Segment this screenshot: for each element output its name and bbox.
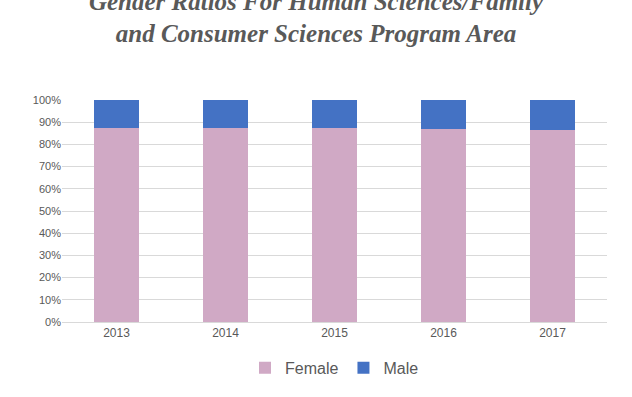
- svg-text:100%: 100%: [33, 94, 61, 106]
- svg-text:2015: 2015: [321, 326, 348, 340]
- svg-text:Male: Male: [383, 360, 418, 377]
- svg-text:30%: 30%: [39, 249, 61, 261]
- svg-text:2017: 2017: [539, 326, 566, 340]
- svg-text:20%: 20%: [39, 271, 61, 283]
- svg-text:50%: 50%: [39, 205, 61, 217]
- svg-text:2014: 2014: [212, 326, 239, 340]
- svg-text:0%: 0%: [45, 316, 61, 328]
- svg-text:Gender Ratios For Human Scienc: Gender Ratios For Human Sciences/Familya…: [89, 0, 544, 47]
- svg-text:Female: Female: [285, 360, 338, 377]
- svg-text:2016: 2016: [430, 326, 457, 340]
- svg-text:10%: 10%: [39, 294, 61, 306]
- svg-text:2013: 2013: [103, 326, 130, 340]
- svg-text:60%: 60%: [39, 183, 61, 195]
- svg-text:90%: 90%: [39, 116, 61, 128]
- svg-text:80%: 80%: [39, 138, 61, 150]
- svg-text:70%: 70%: [39, 160, 61, 172]
- svg-text:40%: 40%: [39, 227, 61, 239]
